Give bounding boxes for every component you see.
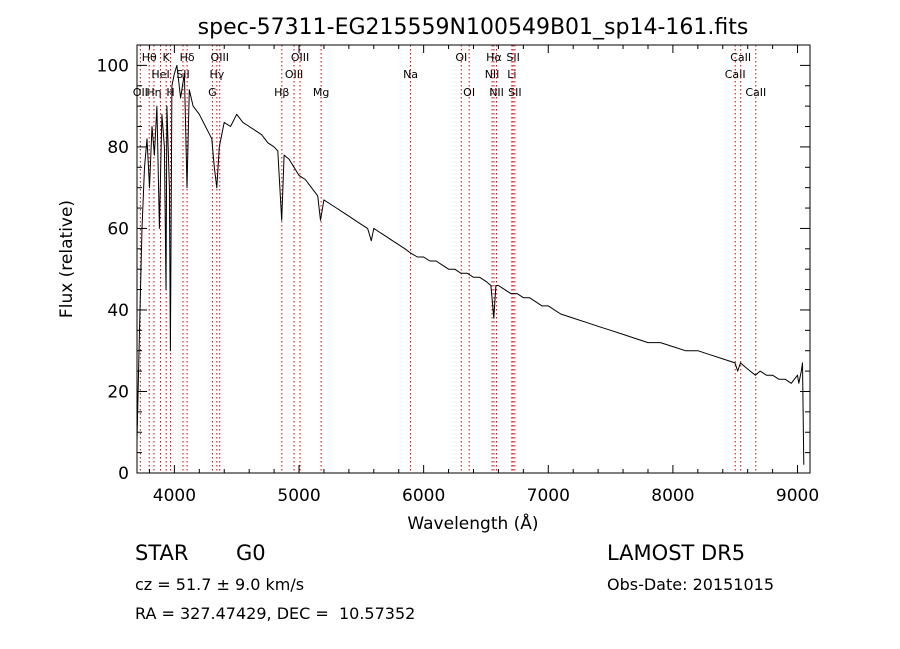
y-tick-label: 20 [107, 382, 129, 402]
x-axis-label: Wavelength (Å) [407, 512, 538, 534]
spectral-line-label: K [163, 51, 171, 64]
y-tick-label: 100 [97, 56, 129, 76]
x-tick-label: 8000 [651, 486, 694, 506]
x-tick-label: 6000 [402, 486, 445, 506]
object-class: STAR [135, 541, 189, 565]
y-axis-label: Flux (relative) [57, 200, 77, 318]
spectral-line-label: Na [403, 68, 418, 81]
spectral-line-label: CaII [730, 51, 751, 64]
x-tick-label: 5000 [277, 486, 320, 506]
spectrum-series-line [136, 64, 805, 465]
y-axis-ticks: 0 20 40 60 80 100 [97, 44, 810, 484]
y-tick-label: 0 [118, 464, 129, 484]
spectral-line-label: Hθ [142, 51, 157, 64]
spectral-line-label: SII [176, 68, 189, 81]
y-tick-label: 40 [107, 301, 129, 321]
spectral-line-label: Hη [146, 86, 161, 99]
x-tick-label: 7000 [527, 486, 570, 506]
spectral-line-label: Hγ [209, 68, 224, 81]
spectral-line-label: Mg [313, 86, 329, 99]
spectral-line-label: OIII [285, 68, 303, 81]
spectral-line-label: HeI [151, 68, 169, 81]
spectral-line-label: Li [507, 68, 516, 81]
spectral-line-label: SII [506, 51, 519, 64]
spectral-line-label: Hβ [274, 86, 289, 99]
y-tick-label: 60 [107, 219, 129, 239]
x-axis-ticks: 4000 5000 6000 7000 8000 9000 [148, 45, 819, 506]
spectral-line-label: SII [508, 86, 521, 99]
redshift-readout: cz = 51.7 ± 9.0 km/s [135, 575, 305, 594]
spectral-line-label: NII [489, 86, 504, 99]
coordinates-readout: RA = 327.47429, DEC = 10.57352 [135, 604, 416, 623]
x-tick-label: 4000 [153, 486, 196, 506]
spectral-line-label: NII [485, 68, 500, 81]
spectral-line-label: G [208, 86, 217, 99]
spectral-line-label: CaII [745, 86, 766, 99]
plot-frame [136, 44, 811, 474]
spectral-subclass: G0 [236, 541, 266, 565]
survey-name: LAMOST DR5 [607, 541, 746, 565]
spectral-line-label: Hδ [180, 51, 195, 64]
obs-date: Obs-Date: 20151015 [607, 575, 775, 594]
y-tick-label: 80 [107, 138, 129, 158]
spectral-line-label: OIII [211, 51, 229, 64]
spectral-line-label: OIII [291, 51, 309, 64]
spectral-line-label: H [166, 86, 174, 99]
spectral-line-label: OI [463, 86, 475, 99]
chart-title: spec-57311-EG215559N100549B01_sp14-161.f… [198, 15, 749, 40]
spectral-line-label: OI [455, 51, 467, 64]
spectral-line-label: Hα [486, 51, 502, 64]
spectral-line-markers: OIIHθHηHeIKHSIIHδGHγOIIIHβOIIIOIIIMgNaOI… [133, 45, 766, 473]
spectral-line-label: CaII [725, 68, 746, 81]
x-tick-label: 9000 [776, 486, 819, 506]
